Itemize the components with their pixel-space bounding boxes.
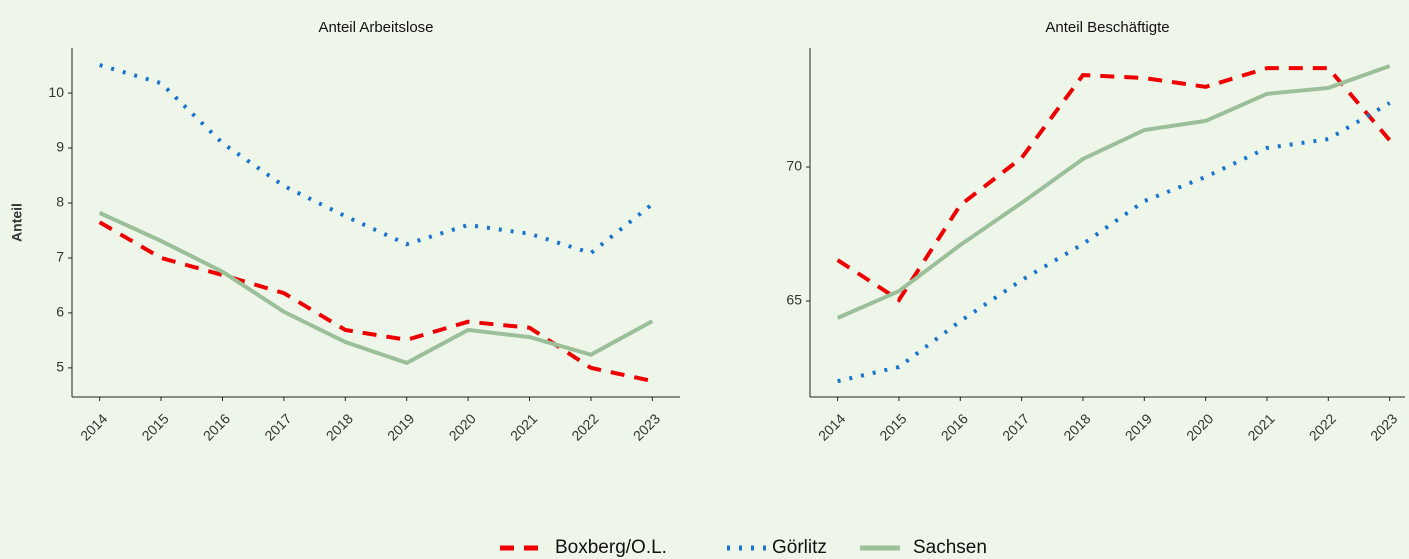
x-tick-label: 2023	[1367, 410, 1400, 443]
x-tick-label: 2019	[384, 410, 417, 443]
legend-label: Görlitz	[772, 537, 827, 558]
x-tick-label: 2016	[938, 410, 971, 443]
line-series	[836, 66, 1392, 303]
y-tick-label: 65	[786, 292, 802, 308]
x-tick-label: 2018	[1060, 410, 1093, 443]
y-tick-label: 8	[56, 194, 64, 210]
x-tick-label: 2014	[77, 410, 110, 443]
x-tick-label: 2021	[1244, 410, 1277, 443]
legend-label: Boxberg/O.L.	[555, 537, 667, 558]
line-series	[98, 220, 653, 384]
line-series	[98, 211, 654, 366]
x-tick-label: 2022	[568, 410, 601, 443]
x-tick-label: 2015	[876, 410, 909, 443]
x-tick-label: 2014	[815, 410, 848, 443]
x-tick-label: 2020	[1183, 410, 1216, 443]
panel-title: Anteil Beschäftigte	[1045, 19, 1169, 36]
line-series	[836, 64, 1391, 320]
x-tick-label: 2016	[200, 410, 233, 443]
x-tick-label: 2020	[446, 410, 479, 443]
x-tick-label: 2015	[138, 410, 171, 443]
x-tick-label: 2017	[999, 410, 1032, 443]
y-tick-label: 7	[56, 249, 64, 265]
line-series	[99, 63, 654, 256]
x-tick-label: 2023	[630, 410, 663, 443]
x-tick-label: 2017	[261, 410, 294, 443]
y-tick-label: 10	[48, 84, 64, 100]
y-tick-label: 70	[786, 158, 802, 174]
legend-label: Sachsen	[913, 537, 987, 558]
y-axis-label: Anteil	[9, 203, 25, 242]
x-tick-label: 2022	[1306, 410, 1339, 443]
panel-title: Anteil Arbeitslose	[318, 19, 433, 36]
x-tick-label: 2018	[323, 410, 356, 443]
y-tick-label: 6	[56, 304, 64, 320]
y-tick-label: 9	[56, 139, 64, 155]
y-tick-label: 5	[56, 359, 64, 375]
x-tick-label: 2021	[507, 410, 540, 443]
x-tick-label: 2019	[1122, 410, 1155, 443]
